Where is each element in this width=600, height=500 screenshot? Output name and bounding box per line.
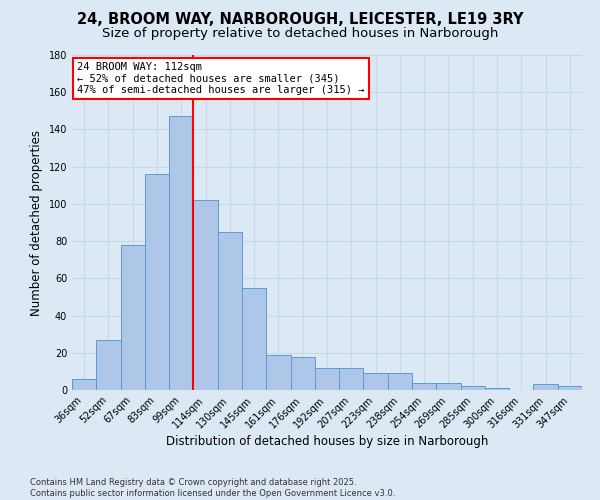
X-axis label: Distribution of detached houses by size in Narborough: Distribution of detached houses by size … [166, 436, 488, 448]
Bar [218, 232, 242, 390]
Bar [364, 373, 388, 390]
Bar [436, 382, 461, 390]
Bar [169, 116, 193, 390]
Bar [412, 382, 436, 390]
Bar [533, 384, 558, 390]
Bar [461, 386, 485, 390]
Y-axis label: Number of detached properties: Number of detached properties [30, 130, 43, 316]
Text: 24 BROOM WAY: 112sqm
← 52% of detached houses are smaller (345)
47% of semi-deta: 24 BROOM WAY: 112sqm ← 52% of detached h… [77, 62, 365, 95]
Text: Contains HM Land Registry data © Crown copyright and database right 2025.
Contai: Contains HM Land Registry data © Crown c… [30, 478, 395, 498]
Bar [485, 388, 509, 390]
Text: 24, BROOM WAY, NARBOROUGH, LEICESTER, LE19 3RY: 24, BROOM WAY, NARBOROUGH, LEICESTER, LE… [77, 12, 523, 28]
Bar [388, 373, 412, 390]
Bar [290, 356, 315, 390]
Bar [339, 368, 364, 390]
Bar [266, 354, 290, 390]
Bar [72, 379, 96, 390]
Text: Size of property relative to detached houses in Narborough: Size of property relative to detached ho… [102, 28, 498, 40]
Bar [96, 340, 121, 390]
Bar [315, 368, 339, 390]
Bar [121, 245, 145, 390]
Bar [242, 288, 266, 390]
Bar [193, 200, 218, 390]
Bar [145, 174, 169, 390]
Bar [558, 386, 582, 390]
